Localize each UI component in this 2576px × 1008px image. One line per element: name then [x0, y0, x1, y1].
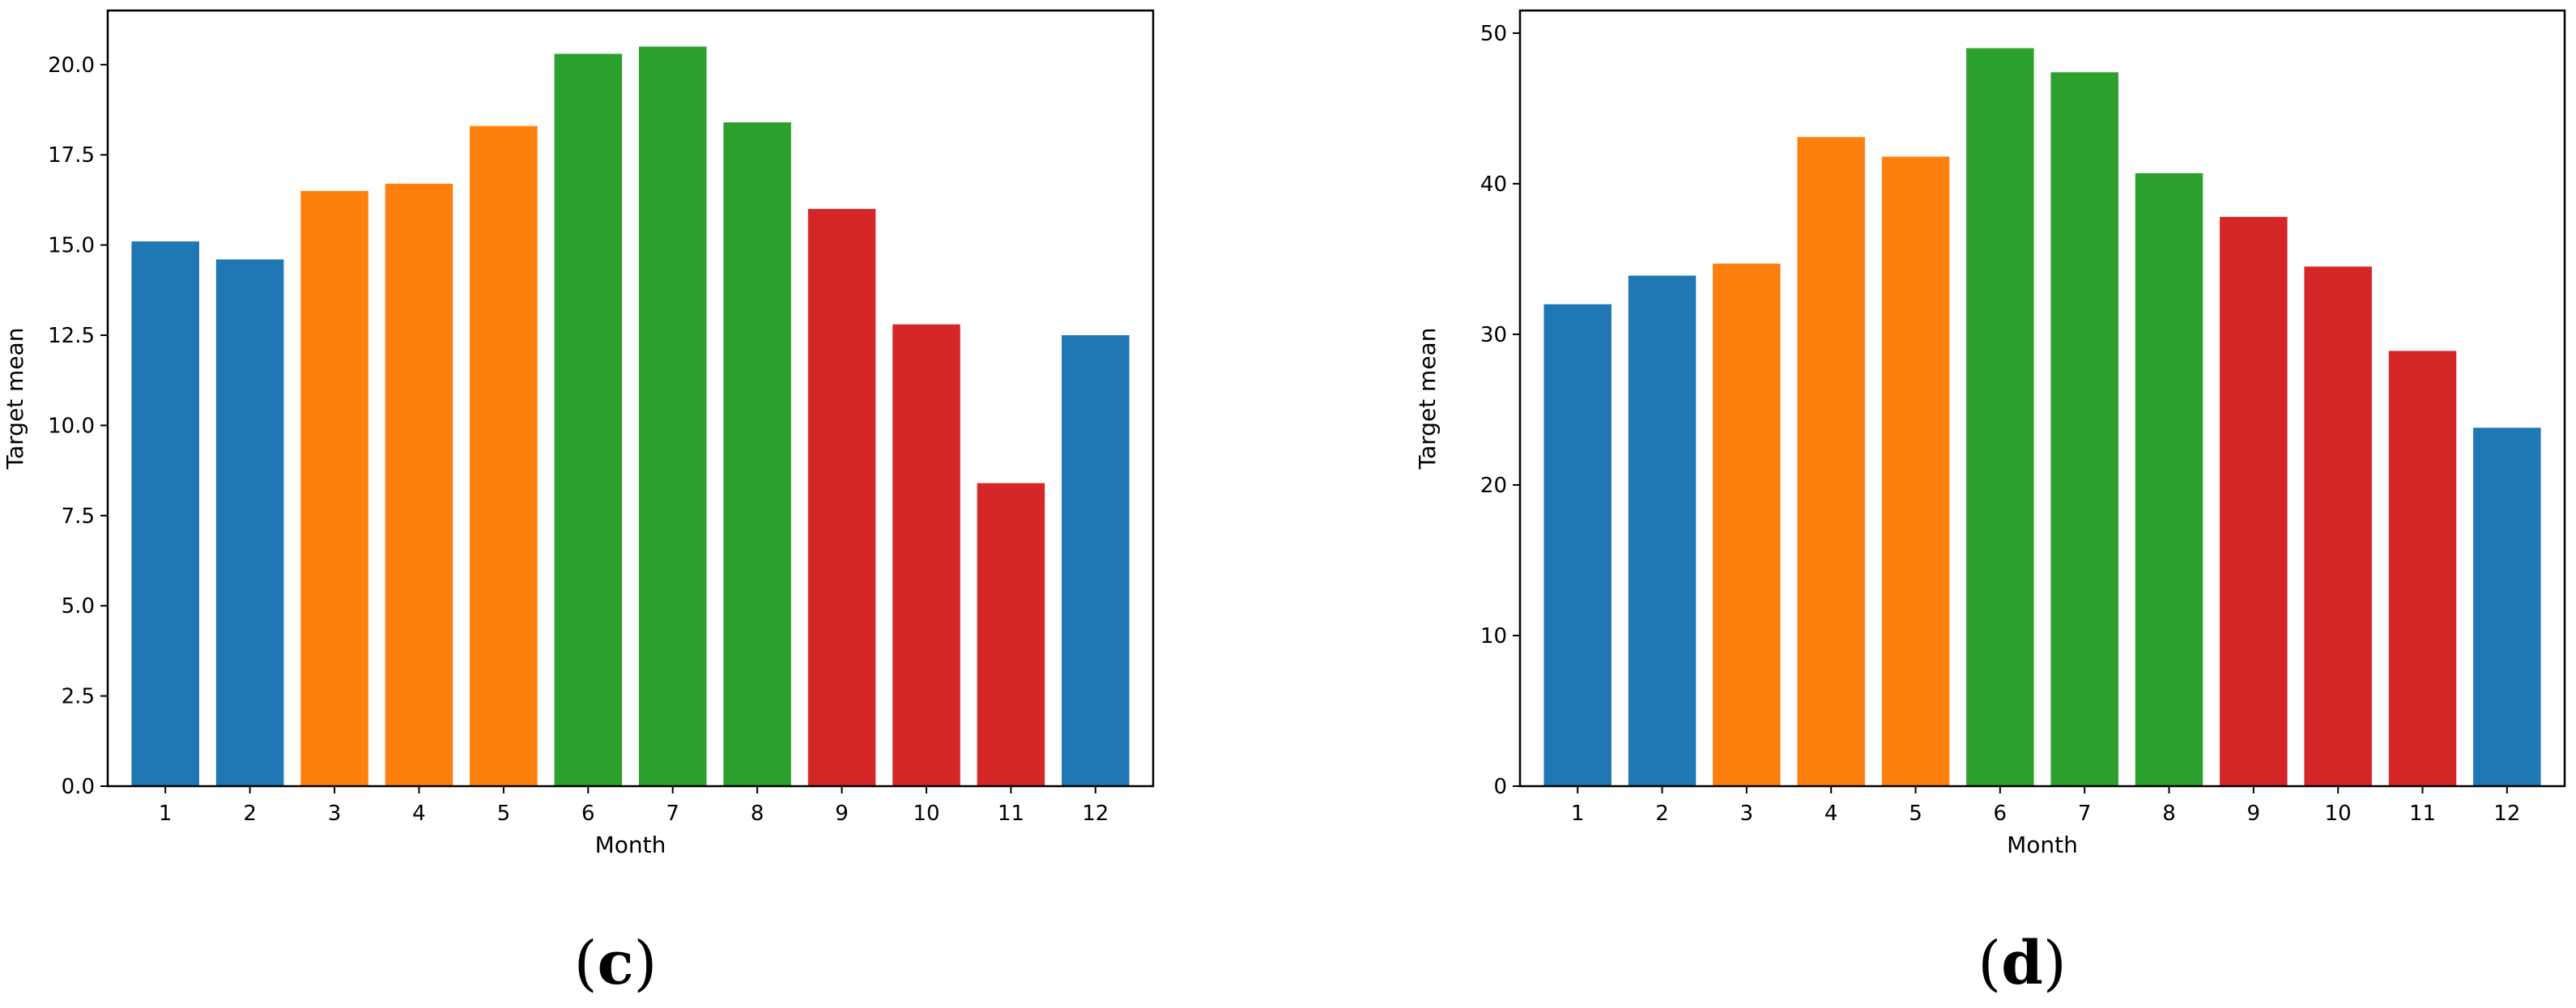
bar-month-8-panel-d	[2135, 172, 2203, 786]
x-tick-label-6-panel-c: 6	[581, 802, 595, 826]
x-tick-label-11-panel-c: 11	[998, 802, 1024, 826]
y-tick-label-3-panel-d: 30	[1480, 323, 1507, 347]
y-tick-label-4-panel-d: 40	[1480, 172, 1507, 197]
x-tick-label-10-panel-d: 10	[2325, 802, 2352, 826]
x-tick-label-3-panel-d: 3	[1740, 802, 1754, 826]
bar-month-2-panel-d	[1628, 275, 1697, 786]
x-tick-label-5-panel-d: 5	[1909, 802, 1922, 826]
x-tick-label-4-panel-d: 4	[1824, 802, 1838, 826]
bar-month-12-panel-d	[2473, 427, 2541, 786]
bar-month-7-panel-d	[2050, 72, 2118, 786]
plot-frame-panel-c	[106, 9, 1155, 788]
x-tick-label-6-panel-d: 6	[1994, 802, 2008, 826]
bar-month-1-panel-d	[1543, 304, 1612, 786]
x-tick-label-11-panel-d: 11	[2409, 802, 2436, 826]
caption-c-open: (	[574, 929, 598, 998]
bar-month-12-panel-c	[1062, 335, 1130, 786]
x-tick-label-9-panel-d: 9	[2247, 802, 2261, 826]
y-tick-label-8-panel-c: 20.0	[48, 53, 95, 78]
caption-d-letter: d	[2001, 929, 2043, 998]
bar-month-8-panel-c	[723, 122, 791, 786]
bar-month-4-panel-d	[1797, 137, 1865, 786]
x-tick-label-10-panel-c: 10	[913, 802, 939, 826]
bar-month-11-panel-d	[2388, 351, 2457, 786]
y-tick-label-1-panel-d: 10	[1480, 624, 1507, 649]
y-tick-label-4-panel-c: 10.0	[48, 414, 95, 438]
x-axis-label-panel-c: Month	[595, 831, 666, 858]
y-tick-label-6-panel-c: 15.0	[48, 234, 95, 258]
bar-month-4-panel-c	[385, 183, 453, 786]
bar-month-9-panel-c	[807, 209, 876, 786]
x-tick-label-8-panel-c: 8	[751, 802, 764, 826]
x-tick-label-5-panel-c: 5	[497, 802, 511, 826]
bar-month-6-panel-c	[554, 53, 623, 787]
bar-month-6-panel-d	[1966, 48, 2034, 786]
x-tick-label-7-panel-c: 7	[666, 802, 679, 826]
x-tick-label-9-panel-c: 9	[835, 802, 849, 826]
x-tick-label-2-panel-d: 2	[1655, 802, 1669, 826]
x-tick-label-8-panel-d: 8	[2162, 802, 2176, 826]
bar-month-5-panel-d	[1881, 156, 1950, 786]
caption-d-open: (	[1978, 929, 2001, 998]
caption-c-letter: c	[597, 929, 633, 998]
x-tick-label-12-panel-d: 12	[2493, 802, 2520, 826]
y-tick-label-0-panel-d: 0	[1493, 775, 1507, 799]
bar-month-1-panel-c	[131, 241, 199, 786]
x-tick-label-12-panel-c: 12	[1082, 802, 1109, 826]
bar-month-10-panel-d	[2304, 266, 2372, 787]
y-tick-label-1-panel-c: 2.5	[62, 685, 95, 709]
y-tick-label-5-panel-c: 12.5	[48, 324, 95, 348]
caption-c-close: )	[634, 929, 658, 998]
x-tick-label-7-panel-d: 7	[2078, 802, 2092, 826]
y-axis-label-panel-c: Target mean	[2, 328, 28, 470]
bar-month-9-panel-d	[2220, 216, 2288, 787]
chart-panel-c: 1 2 3 4 5 6 7 8 9 10 11 120.02.55.07.510.012.515.01…	[2, 9, 1155, 858]
x-axis-label-panel-d: Month	[2007, 831, 2078, 858]
x-tick-label-2-panel-c: 2	[243, 802, 257, 826]
x-tick-label-4-panel-c: 4	[412, 802, 426, 826]
bar-month-7-panel-c	[638, 46, 707, 787]
bar-month-11-panel-c	[977, 483, 1045, 786]
x-tick-label-3-panel-c: 3	[328, 802, 342, 826]
bar-month-2-panel-c	[215, 259, 284, 786]
y-axis-label-panel-d: Target mean	[1414, 328, 1441, 470]
plot-frame-panel-d	[1518, 9, 2566, 788]
caption-d: (d)	[1978, 929, 2067, 998]
bar-month-3-panel-c	[300, 190, 368, 787]
x-tick-label-1-panel-c: 1	[159, 802, 172, 826]
y-tick-label-0-panel-c: 0.0	[62, 775, 95, 799]
y-tick-label-5-panel-d: 50	[1480, 22, 1507, 46]
caption-d-close: )	[2043, 929, 2067, 998]
bar-month-5-panel-c	[470, 125, 538, 787]
x-tick-label-1-panel-d: 1	[1571, 802, 1585, 826]
bar-month-10-panel-c	[892, 324, 960, 786]
y-tick-label-3-panel-c: 7.5	[62, 504, 95, 529]
caption-c: (c)	[574, 929, 658, 998]
y-tick-label-2-panel-d: 20	[1480, 474, 1507, 498]
y-tick-label-2-panel-c: 5.0	[62, 594, 95, 619]
bar-month-3-panel-d	[1713, 263, 1781, 786]
y-tick-label-7-panel-c: 17.5	[48, 143, 95, 168]
